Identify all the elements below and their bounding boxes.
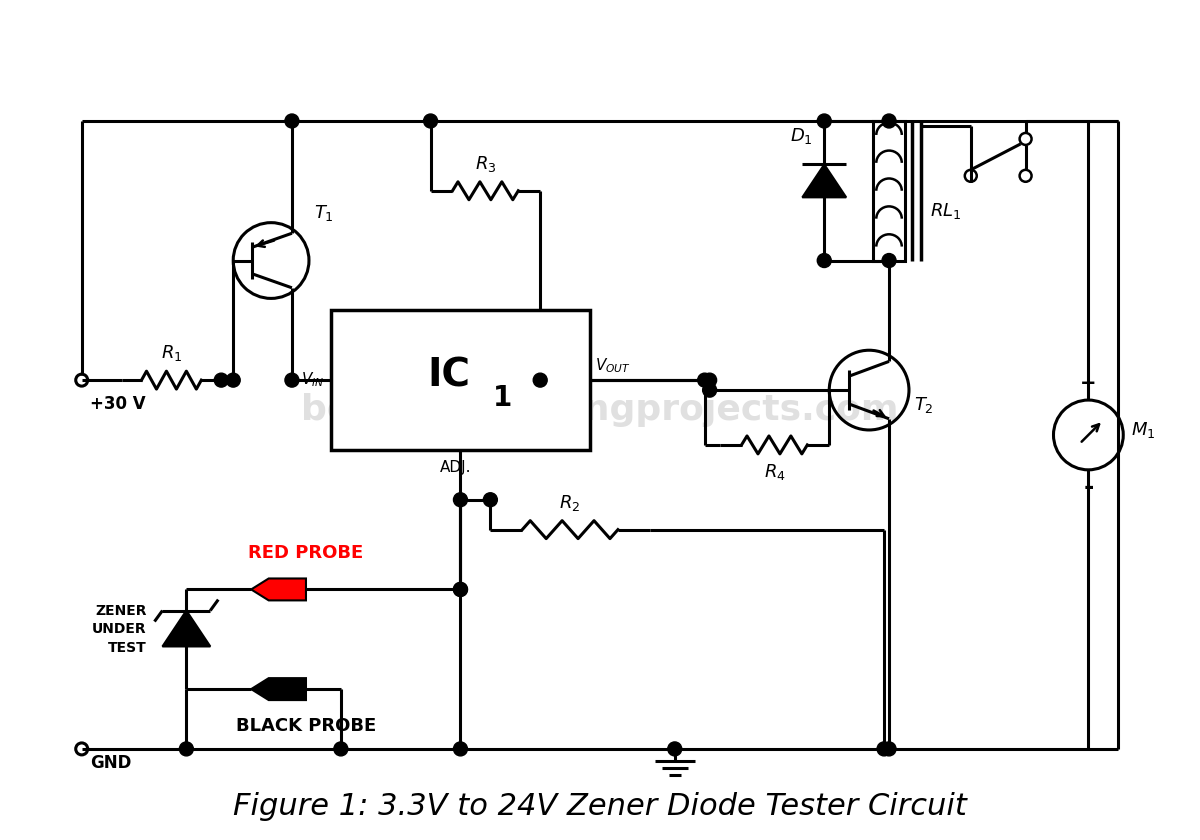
Text: ZENER
UNDER
TEST: ZENER UNDER TEST — [92, 604, 146, 654]
Text: $V_{IN}$: $V_{IN}$ — [301, 370, 324, 390]
Text: $R_3$: $R_3$ — [475, 154, 496, 174]
Circle shape — [667, 742, 682, 756]
Text: +30 V: +30 V — [90, 395, 145, 413]
Text: $RL_1$: $RL_1$ — [930, 201, 961, 221]
Circle shape — [227, 373, 240, 387]
Text: -: - — [1084, 475, 1093, 499]
Polygon shape — [251, 678, 306, 700]
Circle shape — [454, 493, 468, 507]
Text: $T_2$: $T_2$ — [914, 395, 934, 415]
Text: ADJ.: ADJ. — [439, 459, 472, 475]
Text: $R_1$: $R_1$ — [161, 344, 182, 363]
Text: bestengineeringprojects.com: bestengineeringprojects.com — [301, 393, 899, 427]
Polygon shape — [803, 165, 846, 197]
Circle shape — [284, 373, 299, 387]
Text: $T_1$: $T_1$ — [314, 202, 334, 223]
Circle shape — [703, 373, 716, 387]
Circle shape — [882, 254, 896, 267]
Text: $R_2$: $R_2$ — [559, 493, 581, 512]
Circle shape — [454, 582, 468, 596]
Circle shape — [454, 742, 468, 756]
Circle shape — [703, 383, 716, 397]
Text: BLACK PROBE: BLACK PROBE — [236, 717, 376, 735]
Polygon shape — [251, 579, 306, 601]
Circle shape — [882, 742, 896, 756]
Circle shape — [882, 114, 896, 128]
Text: $V_{OUT}$: $V_{OUT}$ — [595, 356, 631, 375]
Text: $R_4$: $R_4$ — [763, 462, 785, 482]
Circle shape — [424, 114, 438, 128]
Circle shape — [817, 254, 832, 267]
Circle shape — [454, 582, 468, 596]
Bar — [331, 310, 590, 450]
Text: $M_1$: $M_1$ — [1132, 420, 1156, 440]
Text: Figure 1: 3.3V to 24V Zener Diode Tester Circuit: Figure 1: 3.3V to 24V Zener Diode Tester… — [233, 792, 967, 822]
Text: +: + — [1080, 374, 1097, 392]
Text: $D_1$: $D_1$ — [790, 126, 812, 146]
Circle shape — [533, 373, 547, 387]
Circle shape — [179, 742, 193, 756]
Text: IC: IC — [427, 356, 470, 394]
Text: RED PROBE: RED PROBE — [248, 543, 364, 561]
Circle shape — [334, 742, 348, 756]
Circle shape — [877, 742, 892, 756]
Circle shape — [484, 493, 497, 507]
Polygon shape — [162, 611, 210, 647]
Circle shape — [215, 373, 228, 387]
Circle shape — [284, 114, 299, 128]
Text: 1: 1 — [493, 384, 512, 412]
Circle shape — [697, 373, 712, 387]
Bar — [874, 121, 905, 260]
Text: GND: GND — [90, 753, 131, 772]
Circle shape — [817, 114, 832, 128]
